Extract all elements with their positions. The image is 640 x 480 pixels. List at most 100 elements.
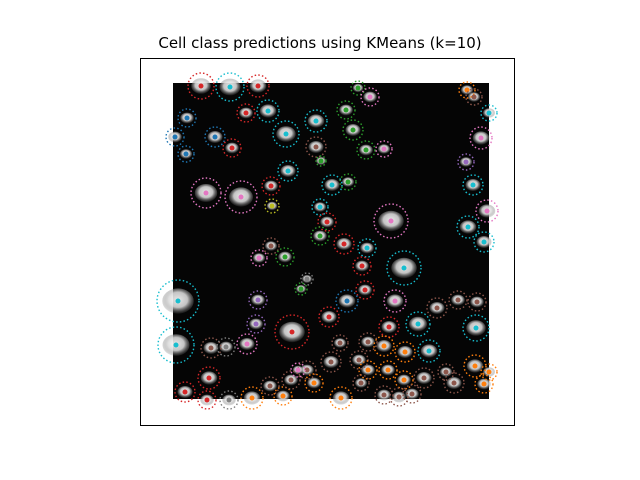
- prediction-dot-21: [345, 179, 351, 185]
- prediction-dot-75: [365, 367, 371, 373]
- prediction-ring-61: [304, 373, 324, 393]
- prediction-dot-22: [329, 182, 335, 188]
- prediction-ring-96: [331, 334, 349, 352]
- prediction-dot-66: [386, 324, 392, 330]
- prediction-ring-26: [333, 233, 355, 255]
- prediction-ring-74: [394, 341, 416, 363]
- prediction-dot-87: [471, 94, 477, 100]
- prediction-dot-17: [343, 107, 349, 113]
- prediction-dot-69: [455, 297, 461, 303]
- prediction-ring-79: [443, 372, 465, 394]
- prediction-dot-36: [282, 254, 288, 260]
- prediction-ring-32: [224, 180, 258, 214]
- prediction-ring-54: [197, 390, 217, 410]
- prediction-ring-80: [374, 385, 394, 405]
- prediction-ring-85: [480, 363, 498, 381]
- prediction-ring-89: [469, 126, 493, 150]
- prediction-dot-11: [313, 118, 319, 124]
- prediction-dot-73: [381, 343, 387, 349]
- prediction-ring-42: [383, 289, 407, 313]
- prediction-dot-57: [267, 383, 273, 389]
- prediction-ring-78: [413, 367, 435, 389]
- prediction-ring-19: [356, 140, 376, 160]
- prediction-ring-57: [260, 376, 280, 396]
- prediction-ring-76: [378, 360, 398, 380]
- prediction-ring-88: [480, 104, 498, 122]
- prediction-dot-89: [478, 135, 484, 141]
- prediction-dot-98: [443, 369, 449, 375]
- prediction-dot-37: [298, 286, 304, 292]
- prediction-ring-0: [187, 72, 215, 100]
- prediction-ring-43: [248, 290, 268, 310]
- prediction-ring-2: [246, 74, 270, 98]
- prediction-dot-6: [212, 134, 218, 140]
- prediction-ring-41: [335, 289, 359, 313]
- prediction-dot-9: [265, 108, 271, 114]
- prediction-ring-24: [317, 212, 337, 232]
- prediction-dot-65: [365, 339, 371, 345]
- prediction-dot-31: [269, 203, 275, 209]
- prediction-ring-90: [457, 153, 475, 171]
- prediction-ring-75: [358, 360, 378, 380]
- prediction-ring-58: [273, 386, 293, 406]
- prediction-ring-38: [300, 272, 314, 286]
- prediction-dot-43: [255, 297, 261, 303]
- prediction-dot-64: [356, 357, 362, 363]
- prediction-dot-34: [256, 255, 262, 261]
- prediction-ring-20: [375, 140, 393, 158]
- prediction-layer: [156, 72, 499, 410]
- prediction-ring-28: [373, 203, 409, 239]
- prediction-dot-23: [317, 204, 323, 210]
- prediction-ring-47: [318, 306, 340, 328]
- prediction-dot-24: [324, 219, 330, 225]
- prediction-ring-17: [336, 100, 356, 120]
- prediction-dot-85: [486, 369, 492, 375]
- prediction-ring-62: [320, 351, 342, 373]
- prediction-dot-10: [283, 131, 289, 137]
- prediction-dot-15: [355, 85, 361, 91]
- prediction-dot-60: [304, 367, 310, 373]
- prediction-dot-77: [401, 377, 407, 383]
- prediction-dot-93: [465, 224, 471, 230]
- prediction-ring-67: [405, 311, 431, 337]
- prediction-ring-33: [190, 177, 222, 209]
- prediction-ring-4: [165, 127, 185, 147]
- prediction-ring-14: [315, 155, 327, 167]
- prediction-ring-37: [294, 282, 308, 296]
- prediction-dot-59: [288, 377, 294, 383]
- prediction-ring-3: [177, 108, 197, 128]
- prediction-ring-98: [437, 363, 455, 381]
- prediction-ring-65: [358, 332, 378, 352]
- prediction-ring-27: [357, 238, 377, 258]
- prediction-dot-14: [318, 158, 324, 164]
- prediction-ring-15: [350, 80, 366, 96]
- prediction-dot-44: [253, 321, 259, 327]
- prediction-dot-72: [426, 348, 432, 354]
- prediction-ring-51: [216, 337, 236, 357]
- prediction-dot-83: [472, 363, 478, 369]
- prediction-ring-22: [321, 174, 343, 196]
- microscopy-image: [173, 83, 489, 399]
- prediction-ring-23: [311, 198, 329, 216]
- prediction-ring-1: [215, 72, 245, 102]
- prediction-ring-60: [297, 360, 317, 380]
- prediction-ring-11: [304, 109, 328, 133]
- prediction-dot-42: [392, 298, 398, 304]
- prediction-dot-79: [451, 380, 457, 386]
- prediction-dot-80: [381, 392, 387, 398]
- prediction-ring-94: [473, 231, 495, 253]
- prediction-ring-40: [355, 280, 375, 300]
- prediction-ring-59: [281, 370, 301, 390]
- prediction-dot-29: [401, 265, 407, 271]
- prediction-dot-35: [268, 243, 274, 249]
- prediction-dot-71: [473, 325, 479, 331]
- prediction-ring-86: [458, 81, 476, 99]
- prediction-dot-39: [359, 263, 365, 269]
- prediction-ring-72: [417, 339, 441, 363]
- prediction-dot-12: [313, 144, 319, 150]
- prediction-dot-95: [295, 367, 301, 373]
- axes-frame: [140, 58, 515, 426]
- prediction-ring-10: [272, 120, 300, 148]
- prediction-dot-28: [388, 218, 394, 224]
- prediction-ring-16: [360, 87, 380, 107]
